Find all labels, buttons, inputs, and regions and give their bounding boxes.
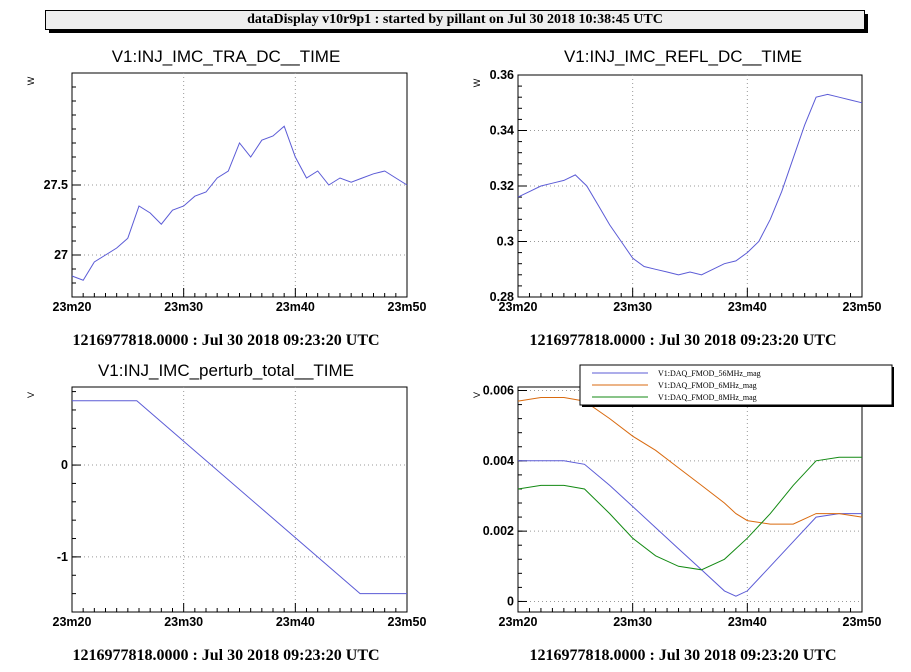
y-tick-label: 0.34 (490, 124, 514, 138)
x-tick-label: 23m40 (728, 300, 767, 314)
chart-title: V1:INJ_IMC_TRA_DC__TIME (112, 47, 341, 66)
series-line (517, 456, 862, 571)
legend-entry: V1:DAQ_FMOD_56MHz_mag (658, 369, 761, 378)
x-tick-label: 23m50 (388, 300, 427, 314)
x-tick-label: 23m50 (843, 615, 882, 629)
chart-title: V1:INJ_IMC_REFL_DC__TIME (564, 47, 802, 66)
x-tick-label: 23m30 (164, 615, 203, 629)
y-tick-label: 0.28 (490, 290, 514, 304)
window-title: dataDisplay v10r9p1 : started by pillant… (45, 10, 868, 33)
x-tick-label: 23m30 (613, 300, 652, 314)
y-axis-label: W (26, 76, 36, 85)
x-tick-label: 23m30 (613, 615, 652, 629)
chart-perturb-total: 23m20 23m30 23m40 23m50 -1 0 V V1:INJ_IMC_pertu… (26, 361, 427, 664)
chart-timestamp: 1216977818.0000 : Jul 30 2018 09:23:20 U… (529, 647, 836, 664)
y-axis-label: V (472, 392, 482, 398)
y-tick-label: 27.5 (44, 178, 68, 192)
x-tick-label: 23m40 (276, 300, 315, 314)
legend-entry: V1:DAQ_FMOD_6MHz_mag (658, 381, 757, 390)
chart-timestamp: 1216977818.0000 : Jul 30 2018 09:23:20 U… (72, 647, 379, 664)
y-tick-label: 0.32 (490, 179, 514, 193)
y-tick-label: 0.006 (483, 384, 514, 398)
y-axis-label: W (472, 78, 482, 87)
chart-tra-dc: 23m20 23m30 23m40 23m50 27 27.5 W V1:INJ_IMC_TR… (26, 47, 427, 349)
x-tick-label: 23m20 (53, 300, 92, 314)
y-axis-label: V (26, 392, 36, 398)
legend-entry: V1:DAQ_FMOD_8MHz_mag (658, 393, 757, 402)
plot-frame (71, 386, 408, 613)
chart-title: V1:INJ_IMC_perturb_total__TIME (98, 361, 354, 380)
x-tick-label: 23m30 (164, 300, 203, 314)
x-tick-label: 23m20 (499, 300, 538, 314)
x-tick-label: 23m40 (728, 615, 767, 629)
y-tick-label: 0.3 (497, 235, 514, 249)
chart-timestamp: 1216977818.0000 : Jul 30 2018 09:23:20 U… (529, 332, 836, 349)
legend: V1:DAQ_FMOD_56MHz_mag V1:DAQ_FMOD_6MHz_ma… (579, 364, 894, 407)
y-tick-label: 0.004 (483, 454, 514, 468)
y-tick-label: 27 (54, 248, 68, 262)
plot-frame (517, 386, 863, 613)
x-tick-label: 23m40 (276, 615, 315, 629)
x-tick-label: 23m20 (499, 615, 538, 629)
y-tick-label: -1 (57, 550, 68, 564)
y-tick-label: 0 (61, 458, 68, 472)
y-tick-label: 0.002 (483, 524, 514, 538)
chart-refl-dc: 23m20 23m30 23m40 23m50 0.28 0.3 0.32 0.34 0.36 W… (472, 47, 882, 349)
x-tick-label: 23m50 (843, 300, 882, 314)
y-tick-label: 0.36 (490, 68, 514, 82)
y-tick-label: 0 (507, 594, 514, 608)
series-line (72, 400, 407, 595)
chart-timestamp: 1216977818.0000 : Jul 30 2018 09:23:20 U… (72, 332, 379, 349)
x-tick-label: 23m50 (388, 615, 427, 629)
x-tick-label: 23m20 (53, 615, 92, 629)
plot-frame (71, 72, 408, 298)
